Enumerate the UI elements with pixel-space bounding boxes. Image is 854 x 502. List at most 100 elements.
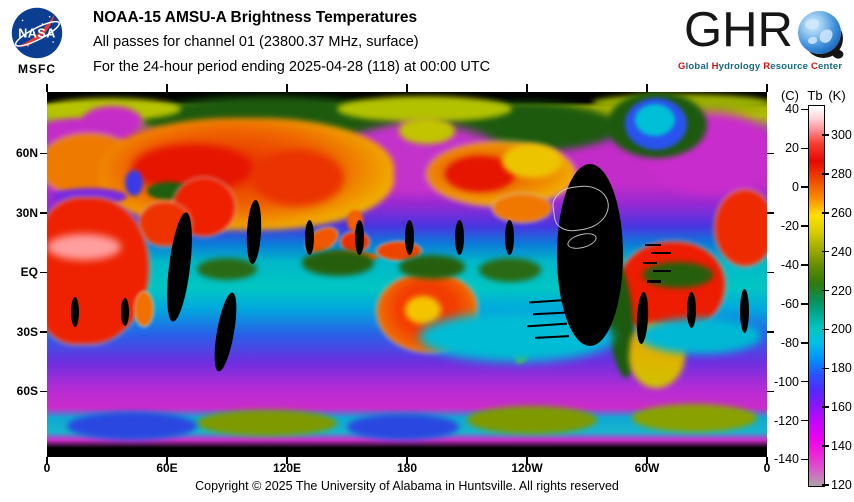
data-gap-swath [740, 289, 749, 333]
ghrc-tagline-word: ydrology [718, 61, 764, 72]
lat-tick-right [767, 212, 774, 214]
colorbar-celsius-label: 40 [785, 102, 799, 117]
colorbar-kelvin-tick [822, 173, 829, 175]
lat-label: 60S [16, 384, 38, 399]
lon-tick-bottom [286, 457, 288, 464]
lon-label: 60W [634, 461, 660, 475]
ghrc-tagline-word: esource [770, 61, 811, 72]
colorbar-kelvin-tick [822, 406, 829, 408]
colorbar-celsius-label: -20 [780, 219, 799, 234]
lat-label: 60N [15, 146, 38, 161]
lat-tick-left [40, 212, 47, 214]
colorbar-celsius-tick [801, 108, 808, 111]
colorbar-kelvin-tick [822, 484, 829, 486]
data-gap-swath [557, 164, 623, 346]
colorbar-kelvin-label: 160 [831, 400, 852, 415]
map-region-itcz-convection-3 [399, 255, 465, 279]
colorbar-celsius-label: -40 [780, 257, 799, 272]
colorbar [808, 105, 825, 487]
lon-label: 0 [763, 461, 771, 475]
colorbar-kelvin-label: 260 [831, 205, 852, 220]
colorbar-unit-kelvin: (K) [828, 88, 846, 103]
map-region-mexico-land [493, 194, 551, 222]
lon-label: 120W [511, 461, 543, 475]
lon-tick-bottom [646, 457, 648, 464]
colorbar-kelvin-label: 180 [831, 361, 852, 376]
map-region-antarctic-sea-ice-2 [347, 414, 459, 440]
missing-scanline [647, 280, 661, 283]
ghrc-globe-icon [798, 11, 841, 54]
map-region-africa-land [47, 198, 149, 344]
colorbar-kelvin-label: 300 [831, 128, 852, 142]
lon-tick-top [166, 84, 168, 92]
ghrc-tagline-initial: R [763, 61, 771, 72]
colorbar-celsius-tick [801, 186, 808, 188]
data-gap-swath [355, 220, 364, 255]
map-region-arctic-band-mid [337, 96, 512, 122]
lat-tick-right [767, 271, 774, 274]
colorbar-celsius-label: 0 [792, 180, 799, 195]
colorbar-celsius-tick [801, 225, 808, 227]
map-region-itcz-convection-5 [643, 262, 713, 288]
map-region-itcz-convection-1 [197, 258, 257, 280]
missing-scanline [651, 252, 671, 254]
colorbar-kelvin-label: 280 [831, 166, 852, 181]
lon-label: 120E [272, 461, 302, 475]
lat-tick-right [767, 390, 774, 393]
ghrc-tagline: Global Hydrology Resource Center [678, 61, 854, 72]
data-gap-swath [305, 220, 314, 255]
colorbar-kelvin-label: 200 [831, 322, 852, 337]
data-gap-swath [405, 220, 414, 255]
map-region-greenland-ice [635, 104, 675, 136]
ghrc-tagline-initial: H [711, 61, 719, 72]
map-region-hudson-bay-area [502, 144, 562, 178]
map-region-alaska-land [399, 118, 455, 144]
map-region-australia-yellow [405, 296, 441, 324]
lat-label: EQ [20, 265, 38, 280]
colorbar-unit-celsius: (C) [780, 88, 800, 103]
copyright-notice: Copyright © 2025 The University of Alaba… [195, 479, 619, 493]
colorbar-kelvin-tick [822, 134, 829, 136]
lon-tick-top [766, 84, 768, 92]
lat-tick-left [40, 271, 47, 274]
colorbar-celsius-label: -80 [780, 335, 799, 350]
colorbar-kelvin-label: 220 [831, 283, 852, 298]
colorbar-kelvin-label: 140 [831, 439, 852, 454]
lon-tick-bottom [766, 457, 768, 464]
data-gap-swath [455, 220, 464, 255]
colorbar-celsius-tick [801, 380, 808, 383]
colorbar-celsius-label: 20 [785, 141, 799, 156]
map-region-itcz-convection-2 [302, 250, 374, 276]
map-region-caspian-sea [125, 170, 143, 196]
ghrc-logo: GHR Global Hydrology Resource Center [676, 4, 854, 76]
colorbar-kelvin-tick [822, 367, 829, 370]
colorbar-celsius-label: -100 [773, 374, 799, 389]
brightness-temperature-map [47, 92, 767, 457]
lon-label: 180 [396, 461, 418, 475]
colorbar-title-tb: Tb [807, 88, 823, 103]
lon-tick-bottom [46, 457, 48, 464]
ghrc-globe-tail [832, 48, 845, 61]
lat-tick-right [767, 152, 774, 155]
colorbar-celsius-tick [801, 419, 808, 422]
lon-label: 60E [156, 461, 178, 475]
lat-tick-right [767, 331, 774, 333]
lon-tick-bottom [526, 457, 528, 464]
colorbar-celsius-tick [801, 303, 808, 305]
colorbar-kelvin-tick [822, 289, 829, 292]
colorbar-celsius-label: -120 [773, 413, 799, 428]
map-region-madagascar-land [135, 292, 153, 326]
ghrc-tagline-word: enter [818, 61, 843, 72]
colorbar-celsius-label: -60 [780, 296, 799, 311]
data-gap-swath [121, 298, 129, 326]
lon-tick-top [406, 84, 408, 92]
data-gap-swath [687, 292, 696, 328]
svg-text:NASA: NASA [18, 27, 55, 41]
lon-tick-top [286, 84, 288, 92]
ghrc-tagline-initial: C [810, 61, 819, 72]
lon-tick-top [46, 84, 48, 92]
map-region-sahel-pink-band [47, 234, 121, 260]
map-region-antarctic-coast-1 [197, 410, 337, 436]
colorbar-celsius-tick [801, 264, 808, 266]
